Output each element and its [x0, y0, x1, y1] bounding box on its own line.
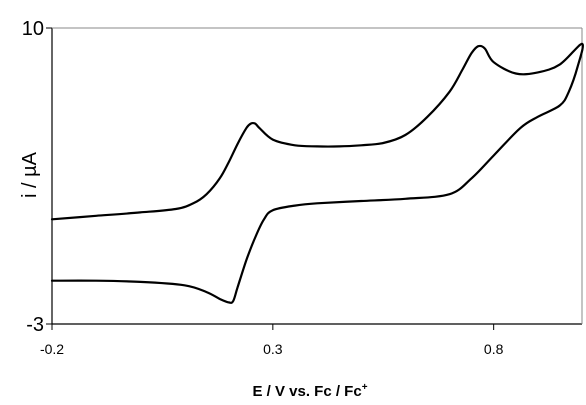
y-axis-label: i / µA: [19, 151, 41, 198]
y-axis-ticks: 10 -3: [22, 18, 52, 336]
plot-frame: [51, 27, 583, 325]
y-tick-label: 10: [22, 18, 44, 40]
x-axis-label-superscript: +: [362, 382, 368, 393]
series-line-voltammogram: [50, 42, 584, 304]
x-axis-label-text: E / V vs. Fc / Fc: [252, 383, 361, 400]
x-axis-ticks: -0.2 0.3 0.8: [40, 324, 504, 357]
x-tick-label: -0.2: [40, 341, 64, 357]
x-tick-label: 0.8: [484, 341, 504, 357]
series-layer: [50, 42, 584, 304]
y-tick-label: -3: [26, 314, 44, 336]
x-tick-label: 0.3: [263, 341, 283, 357]
x-axis-label: E / V vs. Fc / Fc+: [252, 382, 367, 400]
